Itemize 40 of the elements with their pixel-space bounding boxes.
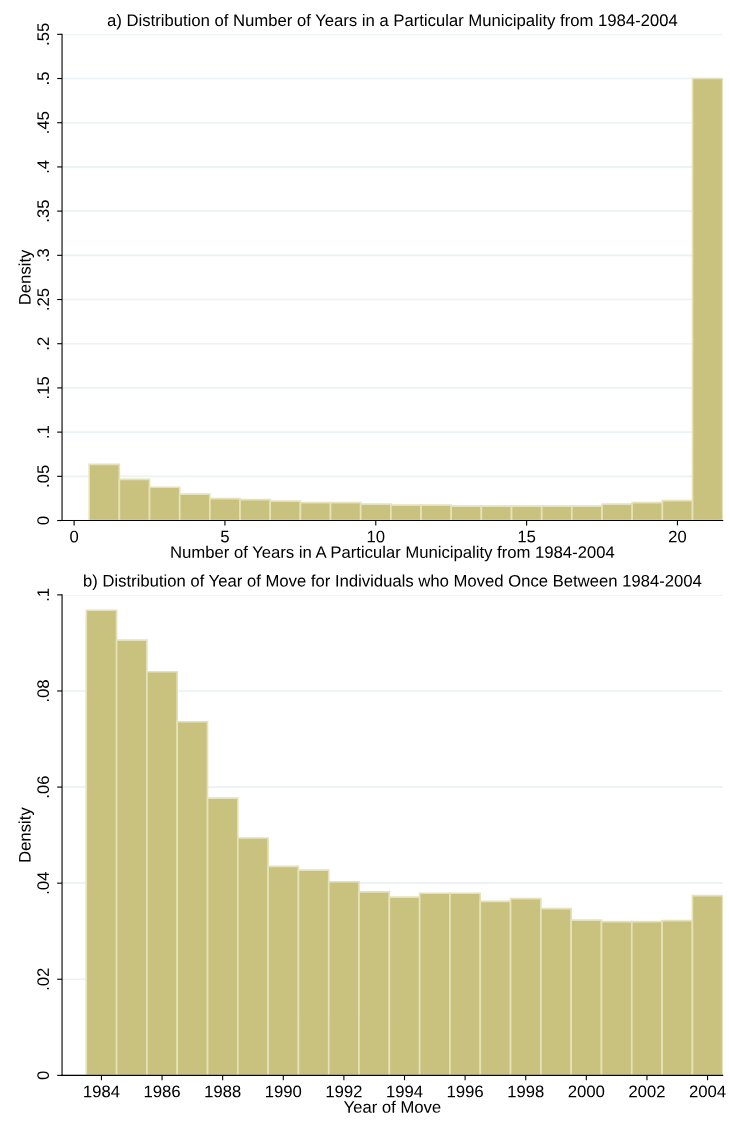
x-axis-title: Number of Years in A Particular Municipality from 1984-2004 bbox=[171, 545, 615, 562]
y-tick-label: .3 bbox=[37, 249, 50, 261]
y-tick-label: .06 bbox=[37, 776, 50, 798]
x-tick-label: 1988 bbox=[205, 1085, 241, 1098]
y-tick-label: 0 bbox=[37, 516, 50, 525]
x-tick-label: 10 bbox=[367, 530, 385, 543]
y-tick-label: .05 bbox=[37, 465, 50, 487]
y-tick-label: .15 bbox=[37, 377, 50, 398]
x-axis-title: Year of Move bbox=[343, 1100, 441, 1113]
chart-title: b) Distribution of Year of Move for Individuals who Moved Once Between 1984-2004 bbox=[84, 574, 702, 590]
x-tick-label: 20 bbox=[669, 530, 687, 543]
y-tick-label: .1 bbox=[37, 588, 49, 601]
y-tick-label: .2 bbox=[37, 337, 49, 350]
y-tick-label: .04 bbox=[37, 872, 50, 894]
y-axis-title: Density bbox=[18, 807, 35, 862]
x-tick-label: 1992 bbox=[326, 1085, 362, 1098]
x-tick-label: 1984 bbox=[84, 1085, 120, 1098]
y-axis-title: Density bbox=[18, 249, 35, 304]
x-tick-label: 1990 bbox=[266, 1085, 302, 1098]
x-tick-label: 1998 bbox=[508, 1085, 544, 1098]
x-tick-label: 2000 bbox=[568, 1085, 605, 1098]
x-tick-label: 0 bbox=[70, 530, 79, 543]
y-tick-label: .35 bbox=[37, 200, 50, 222]
x-tick-label: 5 bbox=[220, 530, 229, 543]
y-tick-label: .1 bbox=[37, 425, 49, 438]
x-tick-label: 1994 bbox=[387, 1085, 423, 1098]
chart-title: a) Distribution of Number of Years in a Particular Municipality from 1984-2004 bbox=[107, 13, 678, 30]
x-tick-label: 2004 bbox=[689, 1085, 726, 1098]
x-tick-label: 1986 bbox=[144, 1085, 180, 1098]
x-tick-label: 1996 bbox=[447, 1085, 483, 1098]
x-tick-label: 15 bbox=[518, 530, 536, 543]
y-tick-label: 0 bbox=[37, 1071, 50, 1080]
y-tick-label: .02 bbox=[37, 968, 50, 990]
y-tick-label: .4 bbox=[37, 160, 49, 173]
y-tick-label: .5 bbox=[37, 72, 50, 84]
y-tick-label: .08 bbox=[37, 680, 50, 702]
y-tick-label: .45 bbox=[37, 111, 50, 133]
x-tick-label: 2002 bbox=[629, 1085, 665, 1098]
y-tick-label: .55 bbox=[37, 23, 50, 45]
y-tick-label: .25 bbox=[37, 288, 50, 310]
